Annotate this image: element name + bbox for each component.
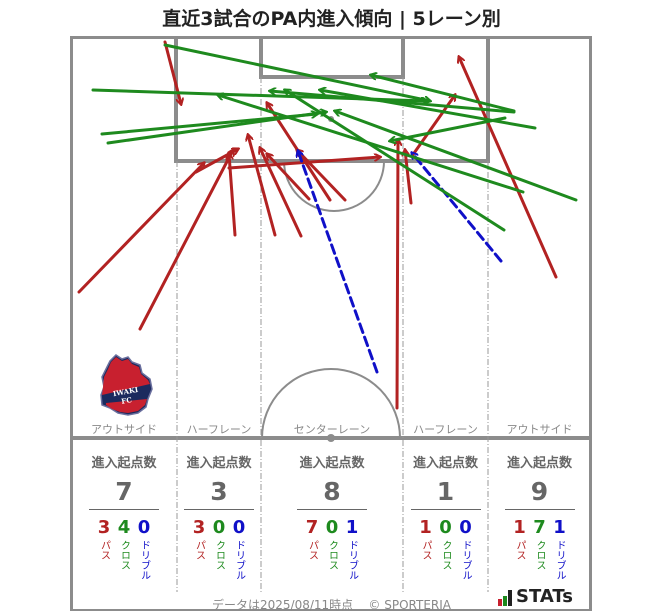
goal-area bbox=[259, 37, 405, 79]
stats-header: 進入起点数 bbox=[412, 456, 478, 471]
pass-arrow bbox=[194, 149, 238, 174]
lane-stats-left-halfspace: 進入起点数 3 3 パス 0 クロス 0 ドリブル bbox=[177, 452, 261, 580]
lane-stats-right-outside: 進入起点数 9 1 パス 7 クロス 1 ドリブル bbox=[488, 452, 591, 580]
dribble-arrow bbox=[298, 151, 379, 374]
cross-arrow bbox=[371, 75, 516, 113]
pass-label: パス bbox=[98, 540, 110, 560]
stats-header: 進入起点数 bbox=[299, 456, 365, 471]
stats-header: 進入起点数 bbox=[91, 456, 157, 471]
pass-count: 1 bbox=[419, 517, 432, 538]
dribble-label: ドリブル bbox=[554, 540, 565, 580]
pass-arrow bbox=[297, 150, 347, 202]
entry-total: 3 bbox=[210, 477, 228, 506]
cross-count: 0 bbox=[212, 517, 226, 538]
lane-label-right-outside: アウトサイド bbox=[506, 423, 573, 436]
pass-arrow bbox=[163, 40, 181, 104]
divider bbox=[504, 509, 575, 510]
cross-label: クロス bbox=[213, 540, 225, 570]
cross-arrow bbox=[320, 90, 537, 130]
lane-stats-left-outside: 進入起点数 7 3 パス 4 クロス 0 ドリブル bbox=[71, 452, 177, 580]
lane-dividers bbox=[176, 77, 489, 592]
data-date: データは2025/08/11時点 bbox=[211, 598, 354, 612]
cross-count: 7 bbox=[533, 517, 546, 538]
cross-label: クロス bbox=[440, 540, 451, 570]
footer: データは2025/08/11時点 © SPORTERIA bbox=[0, 596, 663, 613]
dribble-count: 0 bbox=[137, 517, 151, 538]
pass-arrow bbox=[459, 57, 558, 279]
pass-arrow bbox=[138, 150, 233, 331]
club-badge-icon: IWAKI FC bbox=[100, 354, 153, 416]
pass-arrow bbox=[260, 148, 303, 238]
pass-label: パス bbox=[420, 540, 431, 560]
penalty-arc bbox=[283, 160, 385, 212]
dribble-count: 1 bbox=[553, 517, 566, 538]
lane-label-center: センターレーン bbox=[293, 423, 371, 436]
lane-label-right-halfspace: ハーフレーン bbox=[413, 423, 478, 436]
pass-count: 7 bbox=[305, 517, 319, 538]
cross-count: 0 bbox=[325, 517, 339, 538]
cross-arrow bbox=[163, 43, 430, 101]
center-spot bbox=[327, 434, 335, 442]
dribble-count: 1 bbox=[345, 517, 359, 538]
stats-header: 進入起点数 bbox=[186, 456, 252, 471]
entry-total: 1 bbox=[436, 477, 455, 506]
pass-arrow bbox=[397, 140, 398, 410]
center-circle bbox=[261, 368, 401, 439]
bar-chart-icon bbox=[498, 590, 512, 606]
logo-text: STATs bbox=[516, 586, 573, 607]
lane-stats-right-halfspace: 進入起点数 1 1 パス 0 クロス 0 ドリブル bbox=[403, 452, 488, 580]
dribble-label: ドリブル bbox=[233, 540, 245, 580]
dribble-count: 0 bbox=[232, 517, 246, 538]
divider bbox=[297, 509, 367, 510]
cross-arrow bbox=[106, 112, 326, 145]
pass-arrow bbox=[405, 150, 413, 205]
pass-arrow bbox=[77, 163, 204, 294]
lane-label-left-halfspace: ハーフレーン bbox=[186, 423, 252, 436]
pass-label: パス bbox=[514, 540, 525, 560]
dribble-label: ドリブル bbox=[460, 540, 471, 580]
cross-label: クロス bbox=[118, 540, 130, 570]
pass-arrow bbox=[248, 135, 277, 237]
cross-count: 0 bbox=[439, 517, 452, 538]
divider bbox=[410, 509, 481, 510]
pass-label: パス bbox=[306, 540, 318, 560]
lane-stats-center: 進入起点数 8 7 パス 0 クロス 1 ドリブル bbox=[261, 452, 403, 580]
svg-text:IWAKI: IWAKI bbox=[112, 385, 139, 398]
pass-arrow bbox=[267, 154, 311, 201]
divider bbox=[89, 509, 159, 510]
entry-total: 8 bbox=[323, 477, 341, 506]
svg-text:FC: FC bbox=[121, 395, 133, 406]
entry-arrows bbox=[77, 40, 578, 410]
dribble-count: 0 bbox=[459, 517, 472, 538]
cross-count: 4 bbox=[117, 517, 131, 538]
pass-label: パス bbox=[193, 540, 205, 560]
cross-arrow bbox=[285, 90, 506, 232]
cross-label: クロス bbox=[534, 540, 545, 570]
dribble-arrow bbox=[412, 153, 503, 263]
copyright: © SPORTERIA bbox=[368, 598, 451, 612]
entry-total: 9 bbox=[530, 477, 549, 506]
cross-label: クロス bbox=[326, 540, 338, 570]
pass-count: 1 bbox=[513, 517, 526, 538]
stats-header: 進入起点数 bbox=[506, 456, 572, 471]
divider bbox=[184, 509, 254, 510]
dribble-label: ドリブル bbox=[138, 540, 150, 580]
page-title: 直近3試合のPA内進入傾向 | 5レーン別 bbox=[162, 8, 501, 30]
dribble-label: ドリブル bbox=[346, 540, 358, 580]
lane-label-left-outside: アウトサイド bbox=[91, 423, 157, 436]
entry-total: 7 bbox=[115, 477, 133, 506]
cross-arrow bbox=[335, 111, 578, 202]
stats-logo: STATs bbox=[498, 588, 573, 606]
pass-count: 3 bbox=[97, 517, 111, 538]
pass-count: 3 bbox=[192, 517, 206, 538]
pass-arrow bbox=[227, 157, 380, 170]
